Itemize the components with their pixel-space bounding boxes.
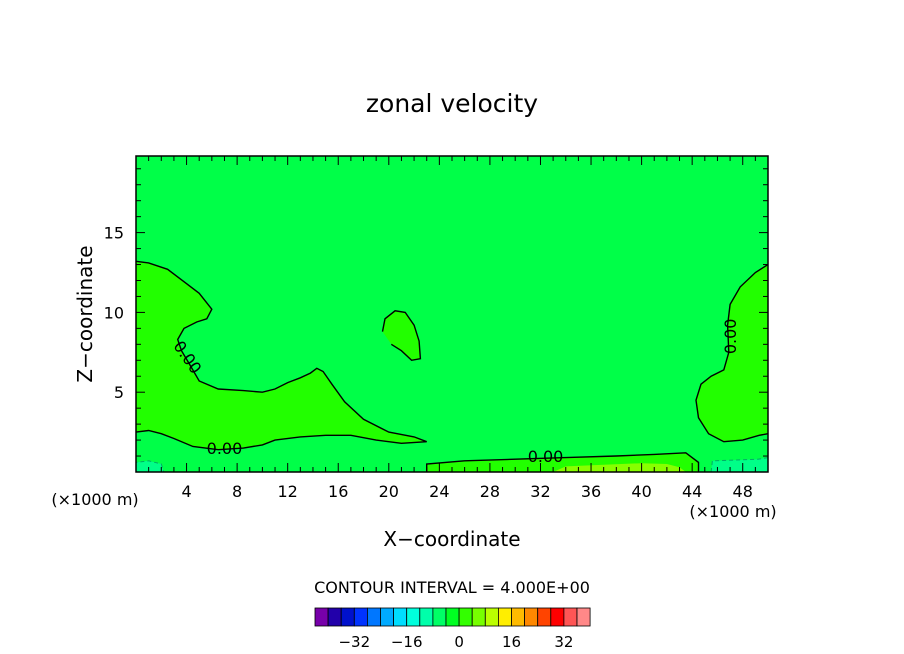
colorbar-label: 16	[502, 633, 521, 651]
x-unit-right: (×1000 m)	[689, 502, 776, 521]
x-tick-label: 20	[379, 482, 399, 501]
contour-dashed-6	[710, 457, 769, 473]
zero-contour-lines	[135, 260, 769, 473]
colorbar-label: 32	[554, 633, 573, 651]
chart-title: zonal velocity	[366, 89, 538, 118]
colorbar-swatch	[576, 607, 591, 627]
colorbar-swatch	[550, 607, 565, 627]
x-tick-label: 16	[328, 482, 348, 501]
x-tick-label: 8	[232, 482, 242, 501]
y-tick-label: 5	[114, 383, 124, 402]
y-tick-labels: 5 10 15	[104, 224, 124, 403]
colorbar-swatch	[445, 607, 460, 627]
contour-regions	[136, 261, 768, 472]
contour-line-0	[135, 260, 427, 451]
colorbar-swatch	[366, 607, 381, 627]
colorbar-label: −16	[391, 633, 423, 651]
colorbar-swatch	[314, 607, 329, 627]
x-axis-label: X−coordinate	[383, 527, 520, 551]
colorbar-swatch	[419, 607, 434, 627]
colorbar-swatch	[458, 607, 473, 627]
colorbar-swatch	[406, 607, 421, 627]
colorbar-swatch	[471, 607, 486, 627]
x-tick-label: 40	[631, 482, 651, 501]
colorbar-swatch	[327, 607, 342, 627]
region-2	[696, 264, 768, 442]
region-1	[382, 310, 421, 361]
contour-label-3: 0.00	[721, 319, 740, 355]
colorbar-label: 0	[454, 633, 464, 651]
colorbar-swatch	[432, 607, 447, 627]
x-unit-left: (×1000 m)	[51, 490, 138, 509]
x-tick-label: 32	[530, 482, 550, 501]
colorbar-swatch	[537, 607, 552, 627]
region-5	[136, 460, 164, 472]
colorbar-swatch	[511, 607, 526, 627]
contour-line-2	[695, 263, 769, 443]
colorbar-swatch	[563, 607, 578, 627]
contour-label-2: 0.00	[528, 447, 564, 466]
x-tick-label: 24	[429, 482, 449, 501]
x-tick-label: 12	[278, 482, 298, 501]
contour-line-1	[381, 310, 422, 362]
region-4	[553, 463, 686, 472]
y-tick-label: 15	[104, 224, 124, 243]
colorbar-swatch	[497, 607, 512, 627]
axis-ticks	[136, 156, 768, 472]
y-tick-label: 10	[104, 303, 124, 322]
contour-line-3	[426, 452, 700, 472]
x-tick-label: 4	[181, 482, 191, 501]
contour-dashed-5	[135, 460, 165, 473]
colorbar	[314, 607, 591, 627]
x-tick-label: 48	[733, 482, 753, 501]
x-tick-labels: 4 8 12 16 20 24 28 32 36 40 44 48	[181, 482, 752, 501]
colorbar-swatch	[380, 607, 395, 627]
colorbar-labels: −32 −16 0 16 32	[338, 633, 573, 651]
region-6	[711, 457, 768, 472]
contour-interval-text: CONTOUR INTERVAL = 4.000E+00	[314, 578, 590, 597]
colorbar-swatch	[524, 607, 539, 627]
x-tick-label: 28	[480, 482, 500, 501]
colorbar-swatch	[353, 607, 368, 627]
colorbar-swatch	[484, 607, 499, 627]
contour-label-1: 0.00	[207, 439, 243, 458]
colorbar-swatch	[340, 607, 355, 627]
y-axis-label: Z−coordinate	[73, 245, 97, 382]
colorbar-label: −32	[338, 633, 370, 651]
colorbar-swatch	[393, 607, 408, 627]
region-0	[136, 261, 427, 450]
x-tick-label: 36	[581, 482, 601, 501]
x-tick-label: 44	[682, 482, 702, 501]
